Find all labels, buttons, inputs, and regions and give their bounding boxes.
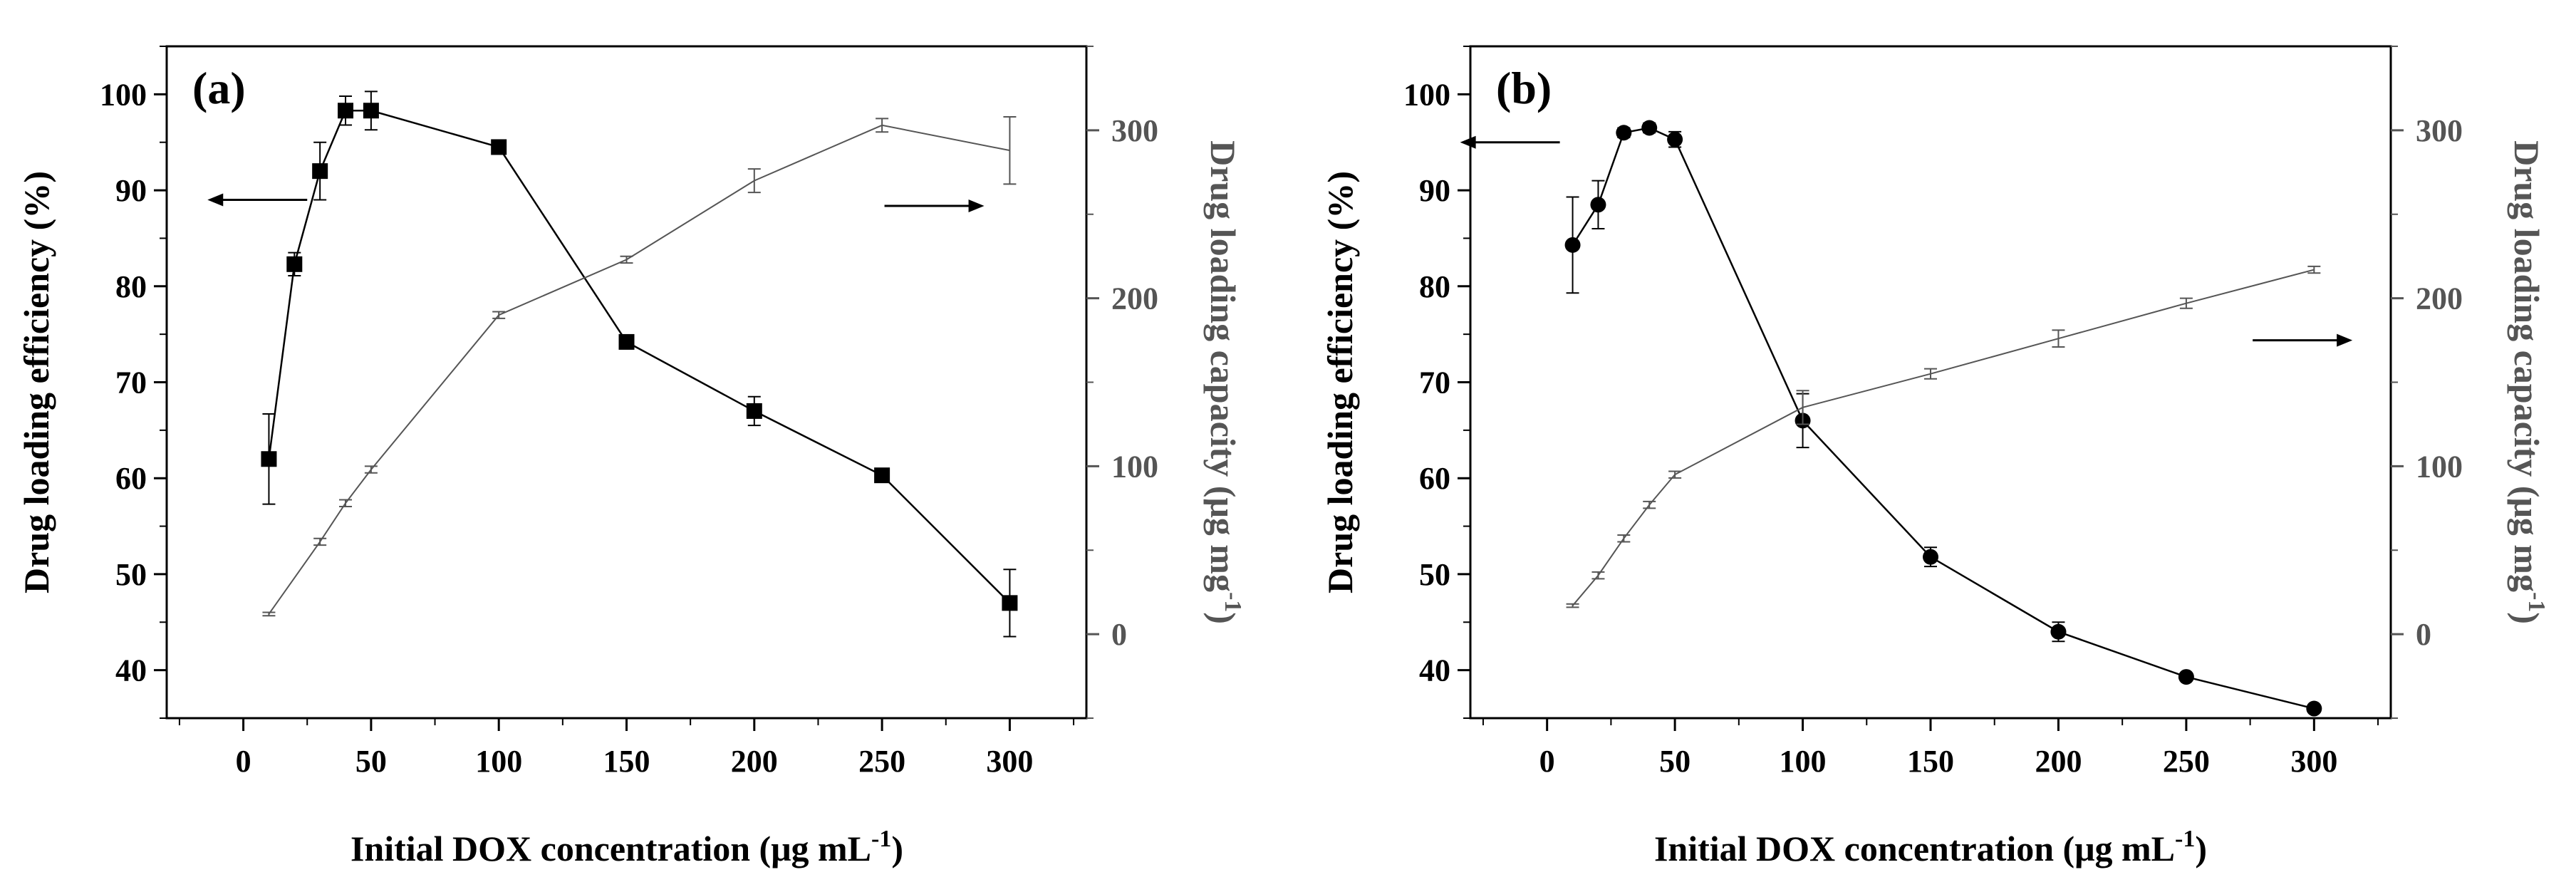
x-tick-label: 150 xyxy=(1907,744,1954,779)
data-point xyxy=(491,139,507,155)
y-right-tick-label: 0 xyxy=(1111,617,1127,652)
series-line xyxy=(268,124,1010,615)
y-right-tick-label: 100 xyxy=(1111,449,1158,484)
data-point xyxy=(746,403,762,419)
x-tick-label: 100 xyxy=(475,744,522,779)
data-point xyxy=(312,163,328,180)
x-tick-label: 0 xyxy=(236,744,251,779)
data-point xyxy=(618,333,635,350)
y-left-tick-label: 80 xyxy=(115,269,147,304)
y-left-tick-label: 90 xyxy=(115,173,147,208)
data-point xyxy=(1002,595,1018,611)
x-tick-label: 100 xyxy=(1780,744,1827,779)
x-axis-title-end: ) xyxy=(2195,829,2207,868)
y-right-tick-label: 0 xyxy=(2416,617,2431,652)
y-right-tick-label: 300 xyxy=(1111,113,1158,148)
y-right-axis-title-superscript: -1 xyxy=(1220,592,1246,612)
y-right-axis-title-end: ) xyxy=(1203,612,1243,624)
series-loading-capacity xyxy=(262,116,1017,617)
data-point xyxy=(363,103,379,119)
y-left-tick-label: 40 xyxy=(1419,653,1450,688)
data-point xyxy=(338,103,354,119)
x-axis-title: Initial DOX concentration (μg mL-1) xyxy=(350,826,903,868)
x-tick-label: 50 xyxy=(355,744,387,779)
x-tick-label: 300 xyxy=(2290,744,2337,779)
arrow-left xyxy=(1460,135,1560,149)
y-right-axis-title-superscript: -1 xyxy=(2523,592,2550,612)
y-left-tick-label: 100 xyxy=(100,77,147,112)
data-point xyxy=(1590,197,1606,213)
x-tick-label: 200 xyxy=(2035,744,2082,779)
arrow-right xyxy=(884,199,985,212)
series-loading-capacity xyxy=(1566,265,2321,608)
y-right-axis-title: Drug loading capacity (μg mg-1) xyxy=(1203,140,1246,624)
data-point xyxy=(261,451,277,467)
chart-panel-a: 0 50 100 150 200 250 300 40 50 60 70 80 90 100 0 100 200… xyxy=(16,45,1246,868)
y-left-tick-label: 50 xyxy=(115,557,147,592)
y-right-tick-label: 300 xyxy=(2416,113,2463,148)
series-line xyxy=(268,110,1011,604)
series-loading-efficiency xyxy=(1564,120,2322,717)
y-right-tick-label: 200 xyxy=(2416,281,2463,316)
arrow-left xyxy=(207,193,308,207)
y-left-axis-title: Drug loading efficiency (%) xyxy=(1320,171,1360,593)
x-tick-label: 250 xyxy=(2163,744,2210,779)
arrow-head xyxy=(968,199,985,212)
y-right-tick-label: 200 xyxy=(1111,281,1158,316)
series-loading-efficiency xyxy=(261,90,1018,638)
data-point xyxy=(286,256,303,272)
x-axis-title: Initial DOX concentration (μg mL-1) xyxy=(1654,826,2207,868)
x-tick-label: 0 xyxy=(1539,744,1555,779)
data-point xyxy=(1667,131,1683,147)
arrow-head xyxy=(2337,333,2353,347)
x-axis-title-main: Initial DOX concentration (μg mL xyxy=(350,829,871,868)
y-left-tick-label: 70 xyxy=(1419,365,1450,400)
x-axis-title-superscript: -1 xyxy=(2175,826,2195,852)
panel-label: (a) xyxy=(192,63,246,113)
y-right-axis-title-main: Drug loading capacity (μg mg xyxy=(2507,140,2547,592)
data-point xyxy=(2306,700,2322,717)
plot-frame xyxy=(165,45,1088,720)
y-left-tick-label: 50 xyxy=(1419,557,1450,592)
x-axis-title-superscript: -1 xyxy=(871,826,891,852)
y-left-tick-label: 70 xyxy=(115,365,147,400)
data-point xyxy=(2178,669,2194,685)
x-tick-label: 300 xyxy=(986,744,1033,779)
x-tick-label: 200 xyxy=(731,744,778,779)
data-point xyxy=(1616,125,1632,141)
plot-frame xyxy=(1469,45,2392,720)
data-point xyxy=(1923,549,1938,565)
x-tick-label: 250 xyxy=(858,744,905,779)
arrow-head xyxy=(207,193,224,207)
arrow-head xyxy=(1460,135,1476,149)
x-axis-title-end: ) xyxy=(891,829,903,868)
x-tick-label: 50 xyxy=(1659,744,1690,779)
x-tick-label: 150 xyxy=(603,744,650,779)
arrow-right xyxy=(2253,333,2353,347)
data-point xyxy=(2050,623,2067,640)
x-axis-title-main: Initial DOX concentration (μg mL xyxy=(1654,829,2175,868)
panel-label: (b) xyxy=(1496,63,1552,113)
y-left-tick-label: 100 xyxy=(1403,77,1450,112)
y-left-tick-label: 80 xyxy=(1419,269,1450,304)
y-left-tick-label: 40 xyxy=(115,653,147,688)
series-line xyxy=(1572,269,2315,606)
y-right-axis-title-end: ) xyxy=(2507,612,2547,624)
y-left-axis-title: Drug loading efficiency (%) xyxy=(16,171,56,593)
y-right-axis-title: Drug loading capacity (μg mg-1) xyxy=(2507,140,2550,624)
y-left-tick-label: 90 xyxy=(1419,173,1450,208)
y-right-axis-title-main: Drug loading capacity (μg mg xyxy=(1203,140,1243,592)
data-point xyxy=(1564,237,1581,253)
data-point xyxy=(1641,120,1658,136)
y-right-tick-label: 100 xyxy=(2416,449,2463,484)
chart-panel-b: 0 50 100 150 200 250 300 40 50 60 70 80 90 100 0 100 200… xyxy=(1320,45,2550,868)
data-point xyxy=(874,467,890,484)
series-line xyxy=(1572,127,2315,710)
y-left-tick-label: 60 xyxy=(1419,461,1450,496)
y-left-tick-label: 60 xyxy=(115,461,147,496)
